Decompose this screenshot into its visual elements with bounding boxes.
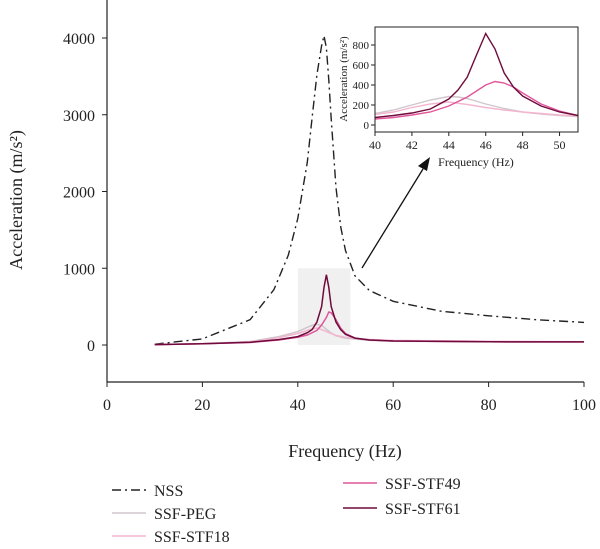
- y-axis-label: Acceleration (m/s²): [6, 130, 27, 270]
- inset-plot: 40 42 44 46 48 50 0 200 400 600 800 Frequency (Hz…: [338, 26, 579, 169]
- x-axis-label: Frequency (Hz): [288, 441, 401, 462]
- inset-y-tick-label: 400: [353, 80, 370, 92]
- x-tick-label: 60: [385, 397, 401, 414]
- inset-y-ticks: 0 200 400 600 800: [353, 40, 375, 132]
- legend-label-nss: NSS: [154, 483, 183, 500]
- y-tick-label: 1000: [63, 261, 95, 278]
- main-series-group: [154, 35, 585, 346]
- x-tick-label: 100: [572, 397, 596, 414]
- inset-x-tick-label: 40: [369, 138, 381, 152]
- inset-x-axis-label: Frequency (Hz): [438, 155, 514, 169]
- x-tick-label: 40: [290, 397, 306, 414]
- inset-x-tick-label: 46: [480, 138, 492, 152]
- y-tick-label: 2000: [63, 185, 95, 202]
- inset-series-line-ssf-stf49: [374, 80, 579, 120]
- y-ticks: 0 1000 2000 3000 4000: [63, 31, 107, 355]
- inset-x-tick-label: 48: [517, 138, 529, 152]
- inset-series-line-ssf-stf18: [374, 101, 579, 117]
- inset-y-tick-label: 800: [353, 40, 370, 52]
- annotation-arrow: [361, 157, 430, 269]
- x-tick-label: 0: [103, 397, 111, 414]
- inset-y-tick-label: 0: [364, 120, 370, 132]
- y-tick-label: 0: [87, 338, 95, 355]
- inset-series-group: [374, 31, 579, 120]
- x-ticks: 0 20 40 60 80 100: [103, 382, 596, 414]
- x-tick-label: 80: [481, 397, 497, 414]
- inset-x-tick-label: 50: [554, 138, 566, 152]
- inset-x-tick-label: 44: [443, 138, 455, 152]
- inset-frame: [374, 26, 579, 133]
- legend-label-ssf-stf18: SSF-STF18: [154, 529, 230, 546]
- inset-y-tick-label: 200: [353, 100, 370, 112]
- y-tick-label: 4000: [63, 31, 95, 48]
- legend-label-ssf-peg: SSF-PEG: [154, 506, 217, 523]
- series-line-nss: [154, 35, 585, 345]
- legend: NSS SSF-PEG SSF-STF18 SSF-STF49 SSF-STF61: [112, 476, 461, 546]
- legend-label-ssf-stf61: SSF-STF61: [385, 501, 461, 518]
- inset-y-axis-label: Acceleration (m/s²): [338, 36, 350, 122]
- x-tick-label: 20: [194, 397, 210, 414]
- inset-y-tick-label: 600: [353, 60, 370, 72]
- inset-x-tick-label: 42: [406, 138, 418, 152]
- inset-x-ticks: 40 42 44 46 48 50: [369, 132, 566, 152]
- inset-series-line-ssf-stf61: [374, 31, 579, 119]
- legend-label-ssf-stf49: SSF-STF49: [385, 476, 461, 493]
- series-line-ssf-stf61: [154, 274, 585, 346]
- y-tick-label: 3000: [63, 108, 95, 125]
